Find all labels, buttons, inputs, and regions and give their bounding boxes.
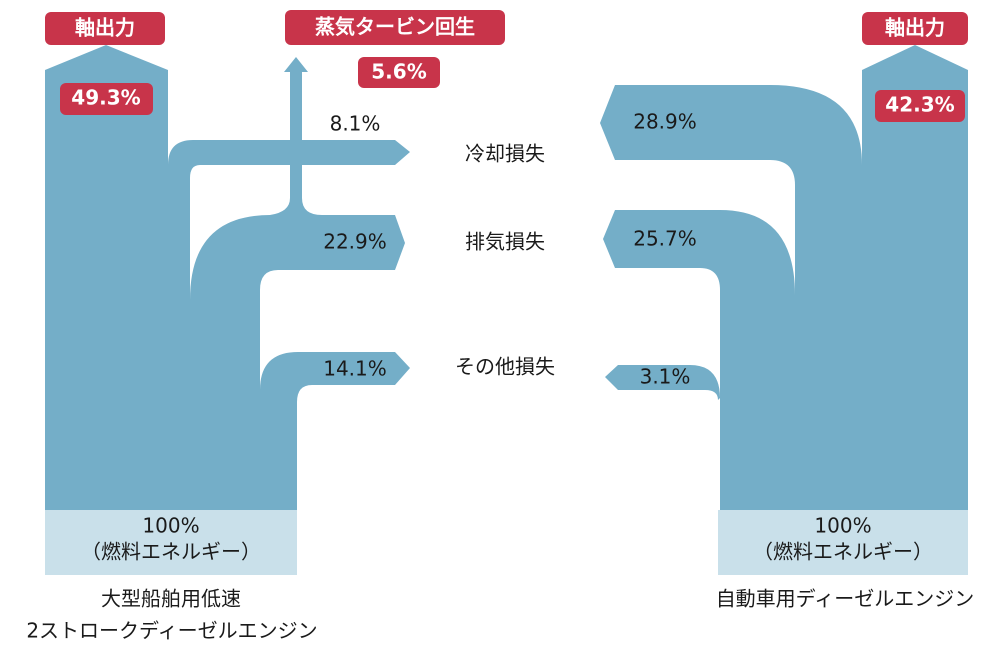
left-base-box xyxy=(45,510,297,575)
right-flows xyxy=(600,45,968,575)
right-output-flow xyxy=(862,45,968,510)
right-base-note: （燃料エネルギー） xyxy=(753,540,933,564)
right-output-value-tag xyxy=(875,90,965,122)
left-exhaust-flow xyxy=(190,215,405,510)
right-output-value: 42.3% xyxy=(885,93,954,117)
right-caption: 自動車用ディーゼルエンジン xyxy=(716,587,975,611)
right-output-tag xyxy=(862,12,968,45)
right-base-value: 100% xyxy=(814,514,871,538)
steam-label: 蒸気タービン回生 xyxy=(315,15,475,39)
left-output-value-tag xyxy=(60,83,153,115)
steam-value: 5.6% xyxy=(371,60,426,84)
right-cooling-value: 28.9% xyxy=(633,110,697,134)
left-output-value: 49.3% xyxy=(71,86,140,110)
right-other-flow xyxy=(605,365,720,400)
left-other-flow xyxy=(260,352,410,510)
right-exhaust-flow xyxy=(603,210,795,510)
left-flows xyxy=(45,45,410,575)
right-cooling-flow xyxy=(600,85,862,510)
left-caption: 2ストロークディーゼルエンジン xyxy=(26,619,317,643)
left-output-label: 軸出力 xyxy=(75,16,135,40)
right-other-value: 3.1% xyxy=(640,365,691,389)
left-output-tag xyxy=(45,12,165,45)
left-exhaust-value: 22.9% xyxy=(323,230,387,254)
left-other-value: 14.1% xyxy=(323,357,387,381)
left-output-flow xyxy=(45,45,168,510)
right-output-label: 軸出力 xyxy=(885,16,945,40)
left-steam-flow xyxy=(270,57,322,215)
steam-tag xyxy=(285,10,505,45)
left-base-note: （燃料エネルギー） xyxy=(81,540,261,564)
cooling-loss-label: 冷却損失 xyxy=(465,142,545,166)
left-caption: 大型船舶用低速 xyxy=(101,587,241,611)
left-base-value: 100% xyxy=(142,514,199,538)
steam-value-tag xyxy=(358,57,440,88)
right-base-box xyxy=(718,510,968,575)
other-loss-label: その他損失 xyxy=(455,355,555,379)
exhaust-loss-label: 排気損失 xyxy=(465,230,545,254)
left-cooling-value: 8.1% xyxy=(330,112,381,136)
right-exhaust-value: 25.7% xyxy=(633,227,697,251)
